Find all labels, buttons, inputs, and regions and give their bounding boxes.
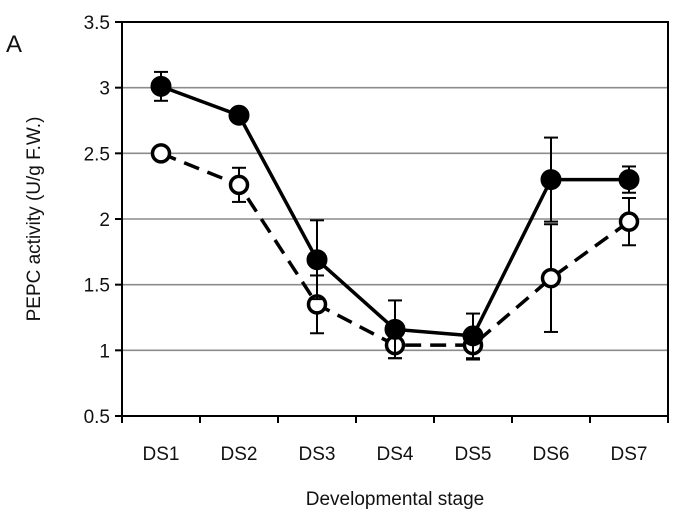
data-point xyxy=(150,143,172,164)
x-tick-label: DS1 xyxy=(143,444,180,465)
y-tick-label: 2 xyxy=(99,210,110,231)
y-axis-title: PEPC activity (U/g F.W.) xyxy=(24,117,45,322)
y-tick-label: 3.5 xyxy=(84,13,110,34)
data-point xyxy=(540,169,562,191)
y-tick-label: 3 xyxy=(99,79,110,100)
data-point xyxy=(150,75,172,97)
y-tick-label: 1.5 xyxy=(84,276,110,297)
data-point xyxy=(228,104,250,126)
x-axis-title: Developmental stage xyxy=(306,489,485,510)
data-point xyxy=(462,325,484,347)
x-tick-label: DS7 xyxy=(611,444,648,465)
x-tick-label: DS2 xyxy=(221,444,258,465)
series-layer xyxy=(150,70,640,361)
y-axis: 0.5 1 1.5 2 2.5 3 3.5 xyxy=(84,13,122,428)
data-point xyxy=(618,211,640,232)
y-tick-label: 2.5 xyxy=(84,144,110,165)
gridlines xyxy=(122,86,668,352)
y-tick-label: 1 xyxy=(99,341,110,362)
y-tick-label: 0.5 xyxy=(84,407,110,428)
data-point xyxy=(384,318,406,340)
x-tick-label: DS3 xyxy=(299,444,336,465)
x-tick-label: DS4 xyxy=(377,444,414,465)
x-tick-label: DS5 xyxy=(455,444,492,465)
series-filled-circle xyxy=(150,70,640,360)
panel-label: A xyxy=(6,31,22,58)
x-axis: DS1 DS2 DS3 DS4 DS5 DS6 DS7 xyxy=(121,416,669,465)
series-line xyxy=(160,84,629,338)
x-tick-label: DS6 xyxy=(533,444,570,465)
data-point xyxy=(228,174,250,196)
data-point xyxy=(306,249,328,271)
data-point xyxy=(618,169,640,191)
data-point xyxy=(540,267,562,289)
